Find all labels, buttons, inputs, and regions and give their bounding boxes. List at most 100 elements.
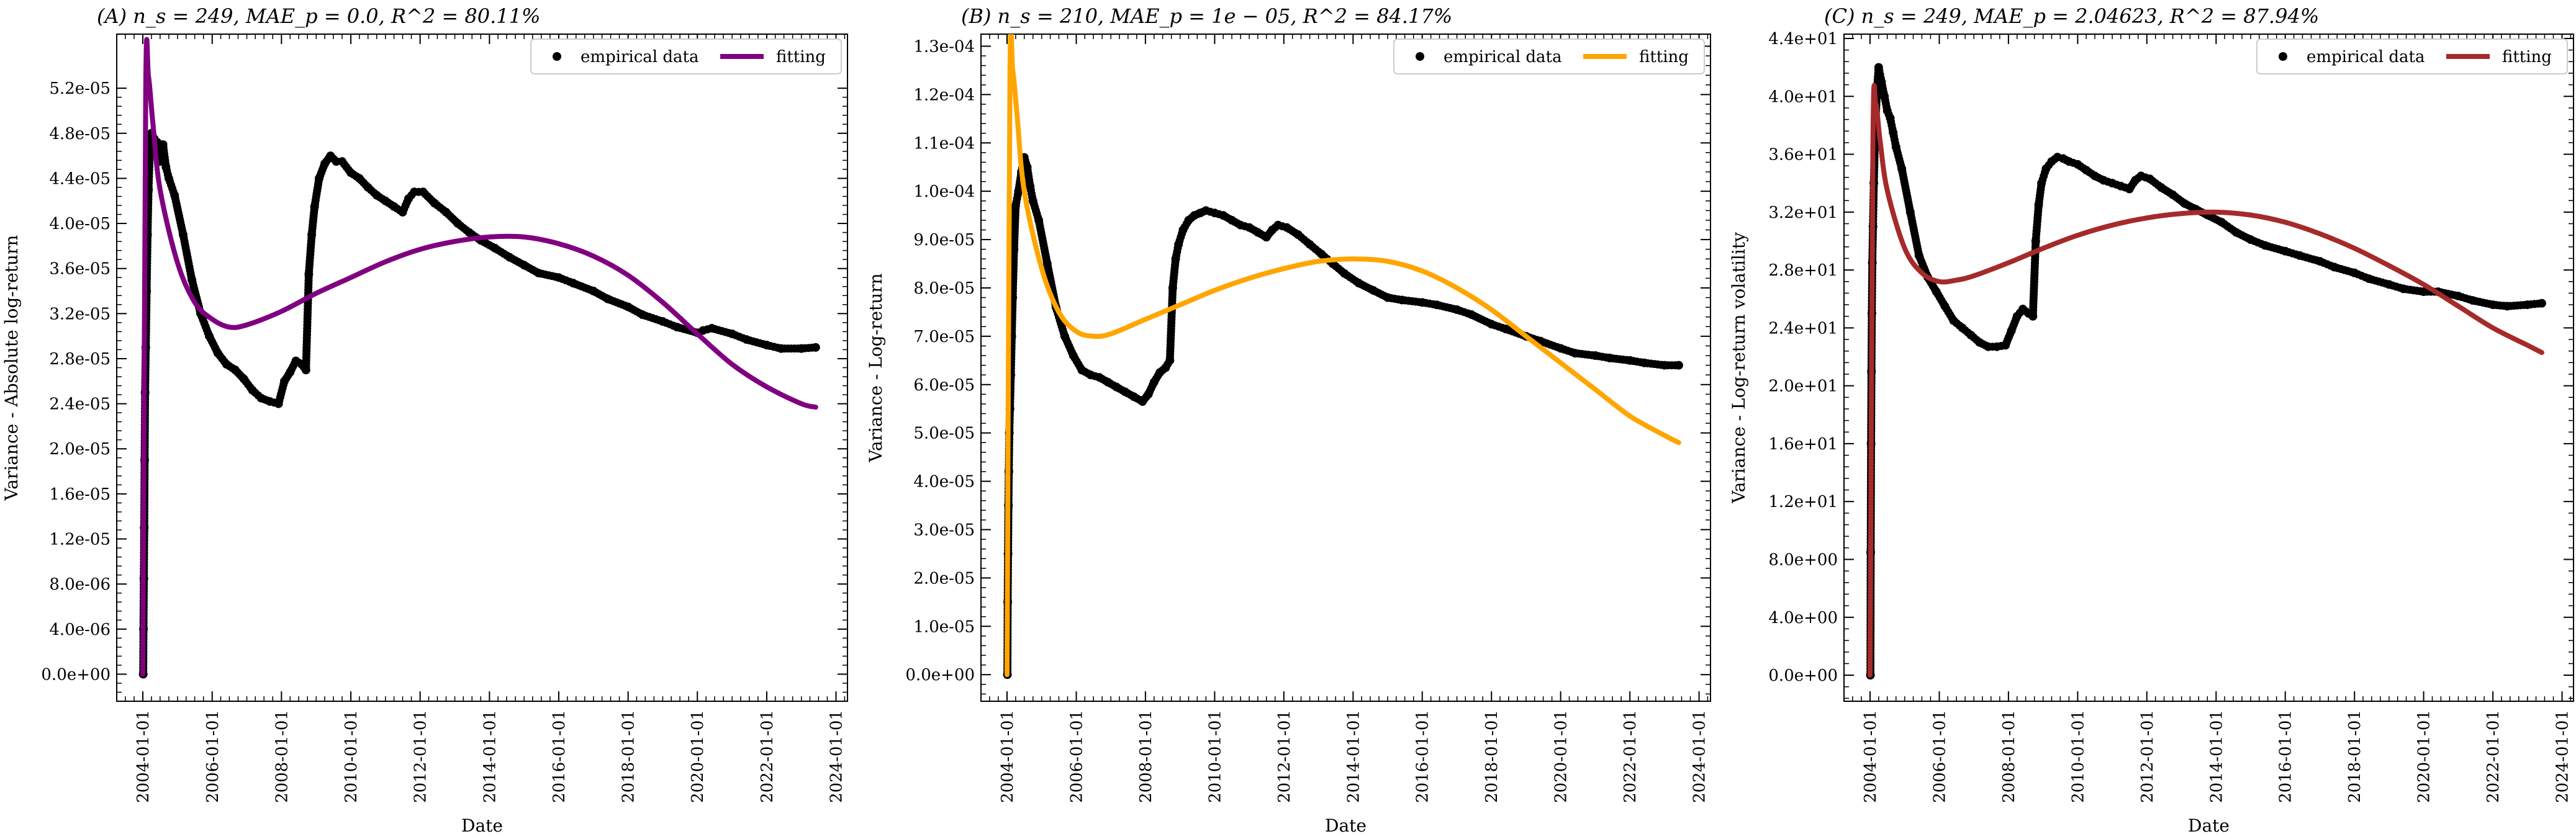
legend-marker-empirical xyxy=(2279,52,2287,61)
legend-box xyxy=(2256,38,2568,74)
legend-label-fitting: fitting xyxy=(1639,48,1689,66)
legend: empirical data fitting xyxy=(2256,38,2568,74)
empirical-point xyxy=(2537,298,2546,308)
y-tick-label: 6.0e-05 xyxy=(913,376,975,395)
empirical-series xyxy=(138,128,820,679)
y-tick-label: 1.6e-05 xyxy=(49,485,111,504)
x-tick-label: 2020-01-01 xyxy=(1552,710,1571,803)
x-tick-label: 2004-01-01 xyxy=(998,710,1017,803)
legend-label-empirical: empirical data xyxy=(581,48,698,66)
plot-frame xyxy=(1843,34,2574,702)
plot-frame xyxy=(980,34,1711,702)
x-tick-label: 2006-01-01 xyxy=(204,710,222,803)
y-tick-label: 0.0e+00 xyxy=(905,666,975,684)
fitting-line xyxy=(1004,34,1681,678)
x-tick-label: 2008-01-01 xyxy=(1137,710,1155,803)
y-tick-label: 8.0e-06 xyxy=(49,575,111,594)
panel-title: (C) n_s = 249, MAE_p = 2.04623, R^2 = 87… xyxy=(1824,4,2319,28)
y-tick-label: 2.0e+01 xyxy=(1768,377,1838,396)
x-tick-label: 2014-01-01 xyxy=(1344,710,1363,803)
legend-label-empirical: empirical data xyxy=(2307,48,2425,66)
y-tick-label: 5.0e-05 xyxy=(913,424,975,443)
y-tick-label: 2.0e-05 xyxy=(49,440,111,459)
y-tick-label: 8.0e+00 xyxy=(1768,550,1838,569)
x-tick-label: 2016-01-01 xyxy=(2277,710,2295,803)
y-tick-label: 1.2e-04 xyxy=(913,86,975,104)
x-tick-label: 2022-01-01 xyxy=(1621,710,1640,803)
y-tick-label: 1.3e-04 xyxy=(913,37,975,56)
x-tick-label: 2012-01-01 xyxy=(2138,710,2157,803)
x-tick-label: 2006-01-01 xyxy=(1067,710,1086,803)
y-axis-label: Variance - Absolute log-return xyxy=(1,235,22,501)
x-tick-label: 2014-01-01 xyxy=(481,710,499,803)
legend-box xyxy=(1393,38,1705,74)
empirical-series xyxy=(1003,153,1683,680)
x-tick-label: 2004-01-01 xyxy=(1861,710,1880,803)
panel-c: (C) n_s = 249, MAE_p = 2.04623, R^2 = 87… xyxy=(1729,4,2574,836)
x-tick-label: 2016-01-01 xyxy=(1414,710,1432,803)
x-tick-label: 2020-01-01 xyxy=(689,710,707,803)
y-tick-label: 1.1e-04 xyxy=(913,134,975,153)
x-tick-label: 2012-01-01 xyxy=(1275,710,1294,803)
y-tick-label: 3.2e-05 xyxy=(49,305,111,323)
plot-area xyxy=(138,37,820,679)
x-tick-label: 2008-01-01 xyxy=(2000,710,2018,803)
y-tick-label: 2.4e-05 xyxy=(49,395,111,414)
x-axis-label: Date xyxy=(1325,815,1367,836)
y-tick-label: 4.0e-05 xyxy=(913,473,975,491)
x-tick-label: 2024-01-01 xyxy=(1691,710,1709,803)
empirical-point xyxy=(811,343,820,352)
x-tick-label: 2010-01-01 xyxy=(1206,710,1224,803)
y-tick-label: 1.6e+01 xyxy=(1768,435,1838,454)
x-tick-label: 2024-01-01 xyxy=(2554,710,2572,803)
empirical-point xyxy=(1674,361,1683,370)
y-tick-label: 0.0e+00 xyxy=(1768,666,1838,685)
y-tick-label: 2.4e+01 xyxy=(1768,319,1838,338)
panel-a: (A) n_s = 249, MAE_p = 0.0, R^2 = 80.11%… xyxy=(1,4,848,836)
empirical-series xyxy=(1866,63,2546,680)
x-tick-label: 2018-01-01 xyxy=(1483,710,1501,803)
y-tick-label: 4.0e+01 xyxy=(1768,87,1838,106)
y-axis-label: Variance - Log-return xyxy=(865,273,886,462)
x-tick-label: 2020-01-01 xyxy=(2415,710,2434,803)
y-tick-label: 4.4e-05 xyxy=(49,169,111,188)
legend-box xyxy=(530,38,842,74)
x-tick-label: 2024-01-01 xyxy=(828,710,846,803)
y-tick-label: 4.0e-05 xyxy=(49,215,111,233)
y-tick-label: 2.0e-05 xyxy=(913,569,975,588)
x-tick-label: 2022-01-01 xyxy=(758,710,777,803)
x-tick-label: 2012-01-01 xyxy=(412,710,430,803)
x-tick-label: 2006-01-01 xyxy=(1930,710,1949,803)
y-tick-label: 3.2e+01 xyxy=(1768,204,1838,222)
y-tick-label: 3.0e-05 xyxy=(913,521,975,539)
x-axis-label: Date xyxy=(2188,815,2230,836)
y-tick-label: 7.0e-05 xyxy=(913,328,975,346)
x-tick-label: 2016-01-01 xyxy=(550,710,569,803)
panel-b: (B) n_s = 210, MAE_p = 1e − 05, R^2 = 84… xyxy=(865,4,1711,836)
y-tick-label: 4.8e-05 xyxy=(49,125,111,143)
y-tick-label: 4.0e-06 xyxy=(49,621,111,639)
x-tick-label: 2018-01-01 xyxy=(620,710,638,803)
x-tick-label: 2018-01-01 xyxy=(2346,710,2364,803)
legend: empirical data fitting xyxy=(1393,38,1705,74)
y-tick-label: 1.0e-05 xyxy=(913,617,975,636)
y-tick-label: 4.0e+00 xyxy=(1768,609,1838,627)
x-tick-label: 2022-01-01 xyxy=(2484,710,2503,803)
legend-label-fitting: fitting xyxy=(2502,48,2552,66)
y-tick-label: 8.0e-05 xyxy=(913,279,975,298)
y-axis-label: Variance - Log-return volatility xyxy=(1729,232,1749,504)
x-tick-label: 2010-01-01 xyxy=(2069,710,2087,803)
x-tick-label: 2014-01-01 xyxy=(2207,710,2226,803)
legend: empirical data fitting xyxy=(530,38,842,74)
y-tick-label: 4.4e+01 xyxy=(1768,30,1838,48)
panel-title: (A) n_s = 249, MAE_p = 0.0, R^2 = 80.11% xyxy=(97,4,540,28)
x-tick-label: 2010-01-01 xyxy=(342,710,361,803)
y-tick-label: 3.6e-05 xyxy=(49,260,111,279)
y-tick-label: 3.6e+01 xyxy=(1768,146,1838,164)
fitting-line xyxy=(140,37,818,677)
y-tick-label: 9.0e-05 xyxy=(913,231,975,249)
x-axis-label: Date xyxy=(461,815,503,836)
legend-label-fitting: fitting xyxy=(776,48,826,66)
y-tick-label: 2.8e-05 xyxy=(49,350,111,369)
